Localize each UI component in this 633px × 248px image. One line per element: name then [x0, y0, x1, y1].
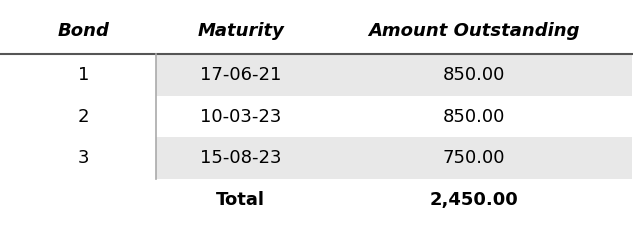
Text: 17-06-21: 17-06-21	[200, 66, 282, 84]
Text: Amount Outstanding: Amount Outstanding	[368, 22, 580, 40]
Text: 10-03-23: 10-03-23	[200, 108, 282, 126]
Text: 850.00: 850.00	[443, 108, 505, 126]
Text: 2,450.00: 2,450.00	[430, 191, 518, 209]
Text: 3: 3	[78, 149, 89, 167]
Text: Total: Total	[216, 191, 265, 209]
Bar	[156, 137, 632, 179]
Bar	[156, 54, 632, 96]
Text: Bond: Bond	[58, 22, 110, 40]
Text: 850.00: 850.00	[443, 66, 505, 84]
Text: 2: 2	[78, 108, 89, 126]
Text: 1: 1	[78, 66, 89, 84]
Text: 750.00: 750.00	[443, 149, 505, 167]
Text: Maturity: Maturity	[197, 22, 284, 40]
Text: 15-08-23: 15-08-23	[200, 149, 282, 167]
